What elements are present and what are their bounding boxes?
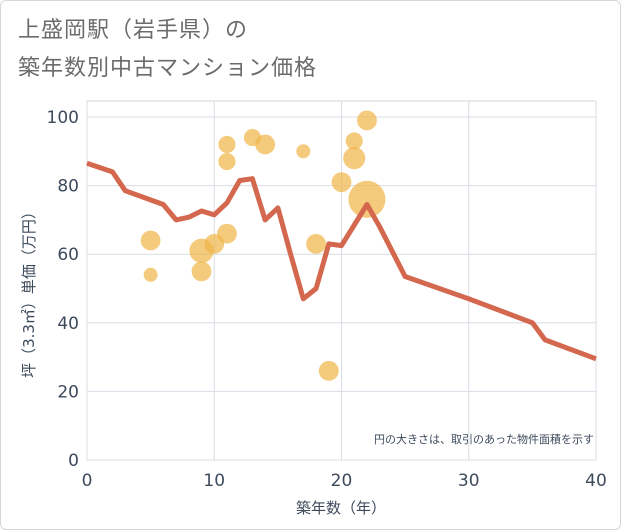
y-axis-label: 坪（3.3㎡）単価（万円） (20, 204, 38, 378)
bubble (143, 267, 158, 282)
bubble (140, 230, 161, 251)
bubble (217, 223, 237, 244)
bubble (218, 153, 236, 171)
bubble (218, 135, 236, 154)
bubble-size-note: 円の大きさは、取引のあった物件面積を示す (374, 432, 594, 446)
bubble (318, 360, 339, 381)
y-tick-label: 40 (57, 314, 79, 334)
y-tick-labels: 0 20 40 60 80 100 (47, 108, 79, 471)
y-tick-label: 60 (57, 245, 79, 265)
bubble (357, 110, 377, 131)
x-tick-label: 40 (585, 471, 607, 491)
y-tick-label: 80 (57, 177, 79, 197)
chart-title-line-2: 築年数別中古マンション価格 (18, 56, 318, 81)
bubble (255, 134, 276, 155)
bubble (345, 132, 363, 150)
bubble (343, 147, 366, 170)
trend-line (86, 160, 597, 362)
x-tick-label: 0 (82, 471, 93, 491)
x-tick-label: 10 (203, 471, 225, 491)
y-tick-label: 20 (57, 382, 79, 402)
bubble (296, 144, 311, 159)
bubble (331, 172, 352, 193)
x-tick-label: 30 (458, 471, 480, 491)
bubble (348, 180, 386, 218)
x-tick-label: 20 (331, 471, 353, 491)
grid (86, 101, 597, 461)
x-tick-labels: 0 10 20 30 40 (82, 471, 607, 491)
bubble-layer (140, 110, 386, 381)
y-tick-label: 0 (68, 451, 79, 471)
bubble (191, 261, 212, 282)
bubble (306, 234, 326, 254)
chart-title-line-1: 上盛岡駅（岩手県）の (18, 18, 249, 43)
x-axis-label: 築年数（年） (296, 499, 386, 517)
y-tick-label: 100 (47, 108, 79, 128)
